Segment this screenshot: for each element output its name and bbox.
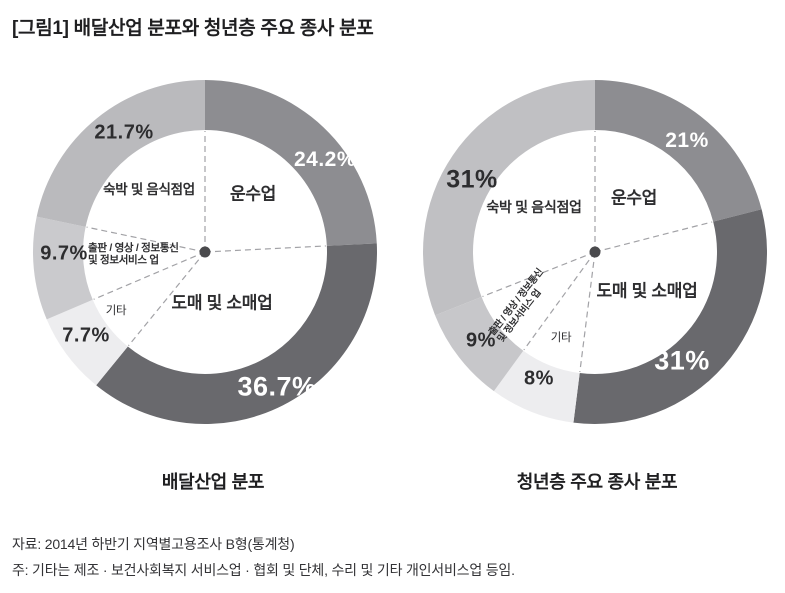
value-label-accommodation-left: 21.7% (94, 121, 154, 144)
pie-segment-1 (96, 243, 377, 424)
pie-segment-3 (32, 216, 93, 320)
segment-divider-line (482, 251, 596, 298)
value-label-wholesale-right: 31% (654, 345, 710, 376)
category-label-accommodation-left: 숙박 및 음식점업 (103, 182, 195, 197)
right-chart-caption: 청년층 주요 종사 분포 (516, 472, 678, 492)
category-label-wholesale-left: 도매 및 소매업 (171, 293, 273, 313)
value-label-etc-left: 7.7% (62, 324, 110, 347)
category-label-accommodation-right: 숙박 및 음식점업 (486, 199, 582, 215)
publishing-label-line2: 및 정보서비스 업 (88, 253, 159, 266)
value-label-publishing-right: 9% (466, 329, 496, 352)
pie-segment-4 (36, 79, 206, 227)
segment-divider-line (93, 251, 206, 300)
pie-segment-0 (205, 80, 377, 246)
center-dot (199, 246, 211, 258)
value-label-etc-right: 8% (524, 367, 554, 390)
pie-segment-3 (435, 296, 524, 392)
segment-divider-line (86, 226, 206, 253)
category-label-wholesale-right: 도매 및 소매업 (596, 281, 698, 301)
value-label-wholesale-left: 36.7% (237, 371, 317, 402)
pie-segment-4 (422, 80, 595, 316)
value-label-transport-left: 24.2% (293, 148, 357, 171)
value-label-publishing-left: 9.7% (40, 242, 88, 265)
pie-segment-0 (595, 80, 762, 222)
segment-divider-line (594, 221, 713, 253)
segment-divider-line (523, 251, 596, 351)
value-label-transport-right: 21% (665, 129, 709, 152)
category-label-etc-left: 기타 (105, 305, 127, 317)
pie-segment-1 (573, 209, 767, 424)
publishing-label-line1: 출판 / 영상 / 정보통신 (88, 242, 179, 254)
category-label-transport-left: 운수업 (229, 184, 277, 204)
category-label-transport-right: 운수업 (610, 188, 658, 208)
segment-divider-line (204, 245, 326, 253)
category-label-etc-right: 기타 (550, 332, 572, 344)
figure-title: [그림1] 배달산업 분포와 청년층 주요 종사 분포 (12, 18, 374, 39)
value-label-accommodation-right: 31% (446, 165, 498, 194)
etc-definition-note: 주: 기타는 제조 · 보건사회복지 서비스업 · 협회 및 단체, 수리 및 … (12, 562, 515, 578)
source-note: 자료: 2014년 하반기 지역별고용조사 B형(통계청) (12, 536, 295, 552)
center-dot (589, 246, 601, 258)
youth-employment-donut (422, 80, 767, 424)
pie-segment-2 (46, 299, 128, 386)
segment-divider-line (579, 251, 596, 373)
left-chart-caption: 배달산업 분포 (161, 472, 265, 492)
category-label-publishing-left: 출판 / 영상 / 정보통신 및 정보서비스 업 (88, 242, 179, 266)
pie-segment-2 (493, 350, 580, 423)
segment-divider-line (127, 251, 206, 347)
delivery-industry-donut (32, 79, 377, 424)
